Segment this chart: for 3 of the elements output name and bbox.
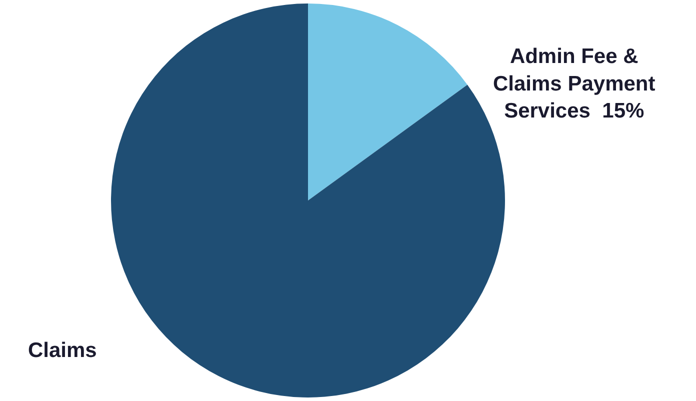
pie-slice — [308, 4, 468, 200]
slice-label: Claims — [28, 339, 97, 362]
slice-label: Admin Fee & Claims Payment Services 15% — [493, 45, 656, 123]
